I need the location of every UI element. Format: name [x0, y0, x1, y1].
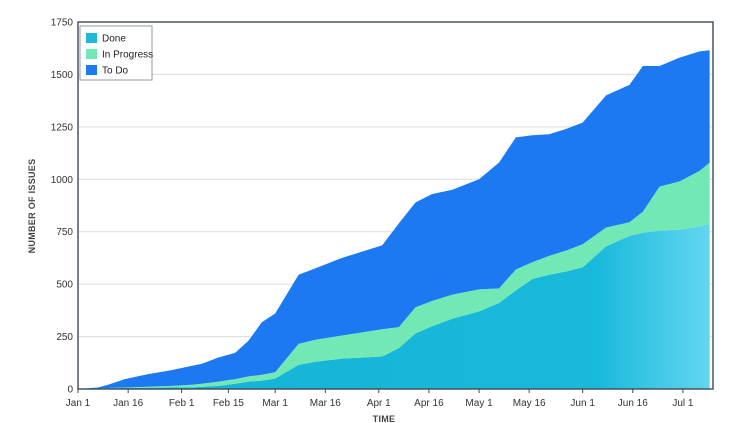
plot-border	[77, 21, 714, 390]
legend-swatch	[86, 49, 97, 59]
y-tick-label: 0	[67, 385, 73, 396]
y-tick-label: 1250	[51, 122, 74, 133]
y-tick-label: 1500	[51, 70, 74, 81]
x-axis-ticks: Jan 1 Jan 16 Feb 1 Feb 15 Mar 1 Mar 16 Apr 1 Ap…	[66, 389, 694, 409]
plot-frame	[77, 21, 714, 390]
x-tick-label: Jan 1	[66, 398, 91, 409]
series-area-done	[78, 223, 710, 389]
y-tick-label: 1750	[51, 18, 74, 29]
legend-label: In Progress	[102, 50, 153, 61]
y-tick-label: 500	[56, 280, 73, 291]
x-tick-label: Jul 1	[672, 398, 694, 409]
y-tick-label: 250	[56, 332, 73, 343]
x-axis-title: TIME	[373, 414, 396, 423]
x-tick-label: Jan 16	[113, 398, 143, 409]
legend-label: Done	[102, 34, 126, 45]
x-tick-label: Apr 16	[414, 398, 444, 409]
area-layer	[78, 50, 710, 389]
y-axis-ticks: 0 250 500 750 1000 1250 1500 1750	[51, 18, 74, 396]
x-tick-label: Jun 16	[618, 398, 648, 409]
x-tick-label: Apr 1	[367, 398, 391, 409]
series-area-to-do	[78, 50, 710, 389]
legend-swatch	[86, 33, 97, 43]
x-tick-label: Mar 1	[262, 398, 288, 409]
series-area-in-progress	[78, 162, 710, 389]
y-axis-title: NUMBER OF ISSUES	[27, 159, 37, 254]
legend-swatch	[86, 65, 97, 75]
x-tick-label: Jun 1	[570, 398, 595, 409]
x-tick-label: Feb 1	[169, 398, 195, 409]
y-tick-label: 750	[56, 227, 73, 238]
x-tick-label: May 1	[465, 398, 493, 409]
legend-label: To Do	[102, 66, 129, 77]
legend: Done In Progress To Do	[79, 25, 153, 81]
x-tick-label: Mar 16	[310, 398, 342, 409]
y-tick-label: 1000	[51, 175, 74, 186]
x-tick-label: May 16	[513, 398, 546, 409]
x-tick-label: Feb 15	[213, 398, 245, 409]
